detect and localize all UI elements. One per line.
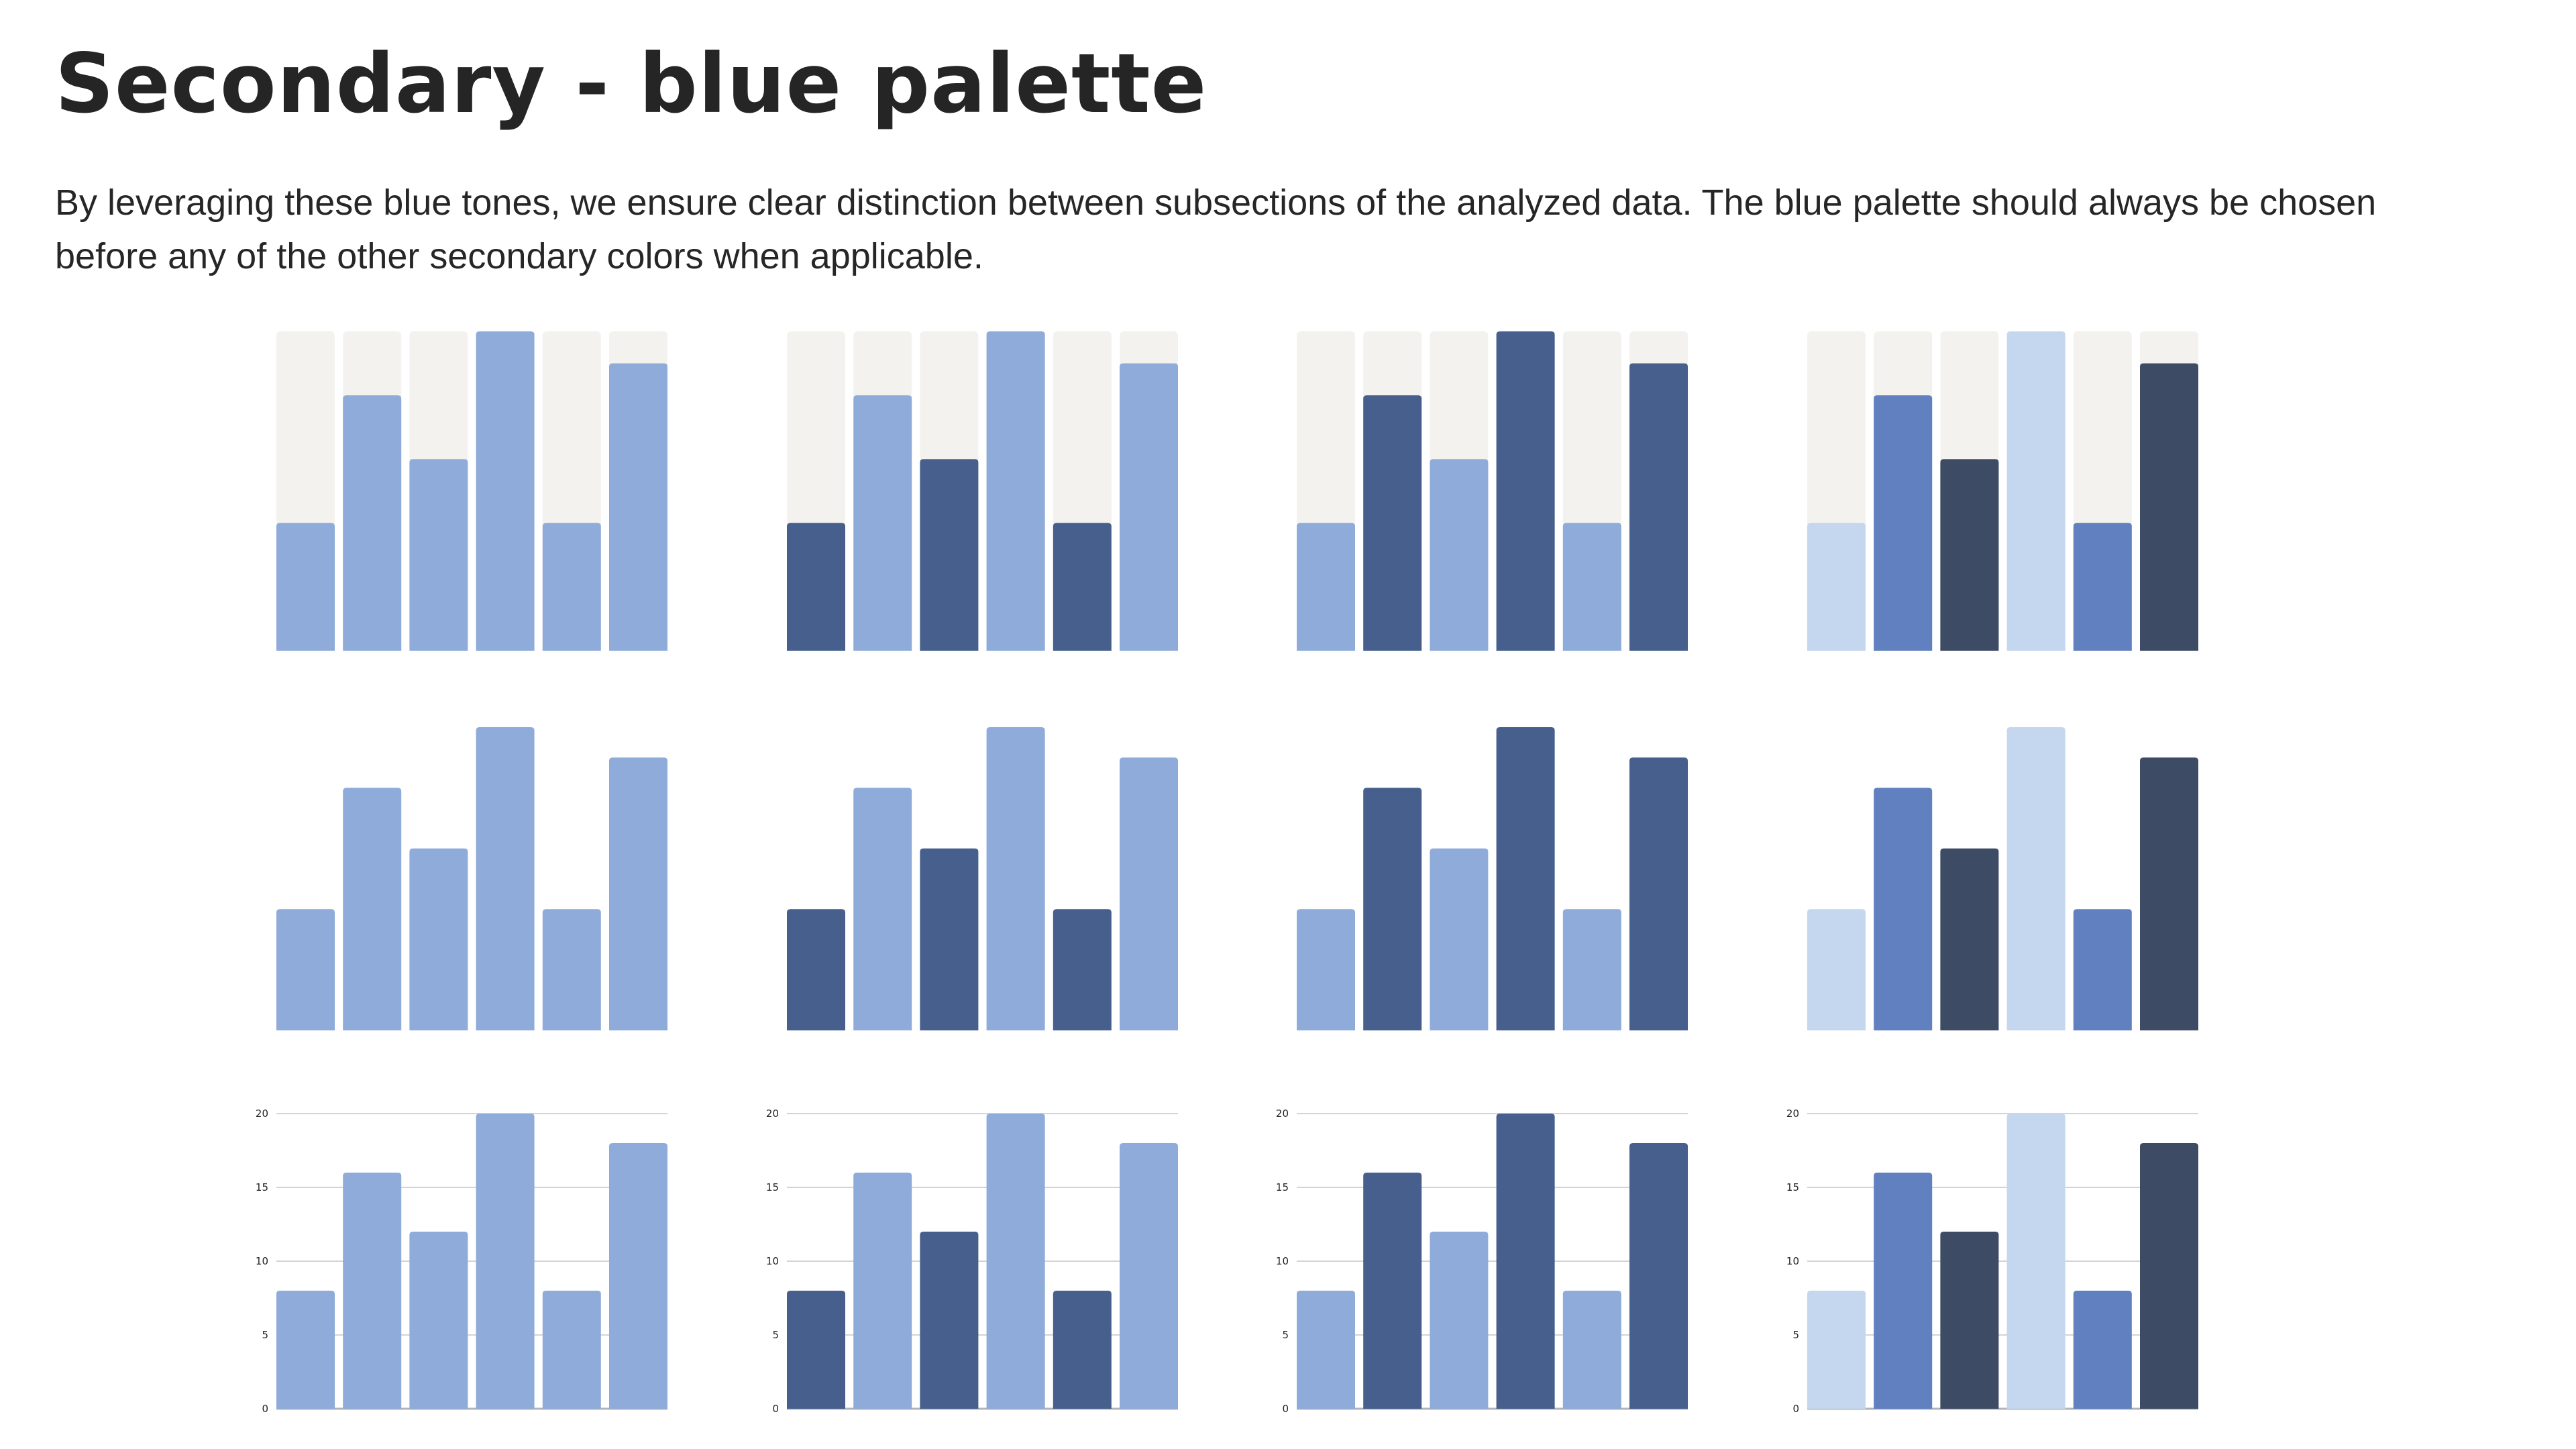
y-tick-label: 15 <box>1786 1181 1799 1193</box>
page-description: By leveraging these blue tones, we ensur… <box>55 182 2377 276</box>
bar <box>1430 1232 1489 1409</box>
bar <box>1120 757 1178 1030</box>
y-tick-label: 5 <box>1792 1329 1799 1341</box>
bar <box>1940 848 1999 1030</box>
bar <box>1496 1114 1555 1409</box>
bar <box>986 1114 1045 1409</box>
bar <box>1807 1291 1866 1409</box>
bar <box>853 395 912 651</box>
bar <box>2006 331 2065 651</box>
y-tick-label: 20 <box>256 1108 268 1120</box>
y-tick-label: 10 <box>256 1255 268 1267</box>
bar <box>2140 757 2198 1030</box>
y-tick-label: 5 <box>1282 1329 1289 1341</box>
bar <box>1363 395 1422 651</box>
bar <box>1629 757 1688 1030</box>
bar <box>1297 909 1355 1030</box>
bar <box>1940 459 1999 651</box>
bar <box>1363 1173 1422 1409</box>
bar <box>609 1143 667 1409</box>
bar <box>1629 363 1688 651</box>
y-tick-label: 5 <box>772 1329 779 1341</box>
bar <box>409 848 468 1030</box>
bar <box>920 848 979 1030</box>
y-tick-label: 15 <box>256 1181 268 1193</box>
bar <box>1363 788 1422 1030</box>
bar <box>853 788 912 1030</box>
bar <box>542 523 601 651</box>
bar <box>409 459 468 651</box>
bar <box>1940 1232 1999 1409</box>
bar <box>986 727 1045 1030</box>
bar <box>609 757 667 1030</box>
bar <box>1120 363 1178 651</box>
bar <box>2073 523 2132 651</box>
bar <box>1053 909 1112 1030</box>
bar <box>1430 848 1489 1030</box>
y-tick-label: 15 <box>766 1181 779 1193</box>
y-tick-label: 10 <box>766 1255 779 1267</box>
bar <box>1562 1291 1621 1409</box>
bar <box>1430 459 1489 651</box>
bar <box>276 909 335 1030</box>
bar <box>1562 909 1621 1030</box>
bar <box>1297 523 1355 651</box>
bar <box>1874 788 1933 1030</box>
y-tick-label: 10 <box>1276 1255 1289 1267</box>
bar <box>2006 1114 2065 1409</box>
bar <box>1807 523 1866 651</box>
bar <box>1053 523 1112 651</box>
bar <box>1120 1143 1178 1409</box>
bar <box>2140 363 2198 651</box>
bar <box>2006 727 2065 1030</box>
y-tick-label: 0 <box>1792 1403 1799 1415</box>
y-tick-label: 20 <box>766 1108 779 1120</box>
bar <box>1496 727 1555 1030</box>
bar <box>542 1291 601 1409</box>
bar <box>986 331 1045 651</box>
bar <box>1874 1173 1933 1409</box>
bar <box>343 788 402 1030</box>
bar <box>2073 1291 2132 1409</box>
y-tick-label: 15 <box>1276 1181 1289 1193</box>
bar <box>920 459 979 651</box>
bar <box>542 909 601 1030</box>
bar <box>853 1173 912 1409</box>
bar <box>1807 909 1866 1030</box>
bar <box>609 363 667 651</box>
bar <box>1297 1291 1355 1409</box>
y-tick-label: 10 <box>1786 1255 1799 1267</box>
y-tick-label: 0 <box>1282 1403 1289 1415</box>
bar <box>343 395 402 651</box>
bar <box>476 727 535 1030</box>
bar <box>1874 395 1933 651</box>
bar <box>409 1232 468 1409</box>
bar <box>1496 331 1555 651</box>
bar <box>476 331 535 651</box>
bar <box>787 909 845 1030</box>
bar <box>1562 523 1621 651</box>
bar <box>787 1291 845 1409</box>
y-tick-label: 0 <box>772 1403 779 1415</box>
bar <box>787 523 845 651</box>
y-tick-label: 20 <box>1786 1108 1799 1120</box>
bar <box>343 1173 402 1409</box>
bar <box>276 1291 335 1409</box>
bar <box>276 523 335 651</box>
y-tick-label: 5 <box>262 1329 268 1341</box>
y-tick-label: 20 <box>1276 1108 1289 1120</box>
bar <box>476 1114 535 1409</box>
page-title: Secondary - blue palette <box>55 36 1208 131</box>
bar <box>1629 1143 1688 1409</box>
y-tick-label: 0 <box>262 1403 268 1415</box>
bar <box>920 1232 979 1409</box>
bar <box>2140 1143 2198 1409</box>
bar <box>1053 1291 1112 1409</box>
bar <box>2073 909 2132 1030</box>
